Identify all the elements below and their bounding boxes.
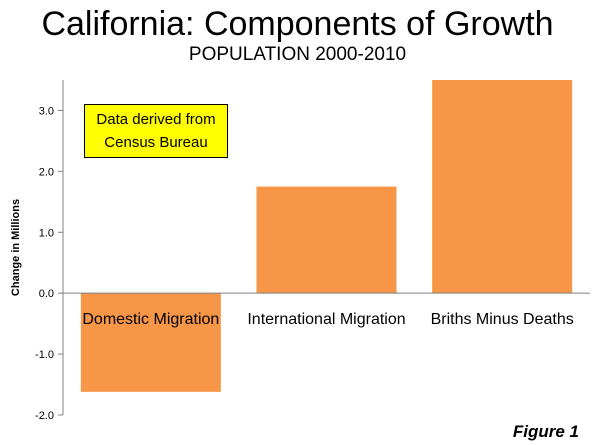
bar-domestic-migration: [80, 293, 221, 392]
y-tick-label: 3.0: [39, 105, 54, 117]
y-tick-label: 1.0: [39, 227, 54, 239]
bars-group: [80, 80, 573, 392]
category-label: Domestic Migration: [82, 311, 219, 328]
y-ticks-group: -2.0 -1.0 0.0 1.0 2.0 3.0: [35, 105, 63, 422]
bar-international-migration: [256, 186, 397, 294]
chart-title: California: Components of Growth: [41, 5, 554, 43]
source-note-line-1: Data derived from: [96, 111, 216, 128]
category-labels-group: Domestic Migration International Migratio…: [82, 311, 573, 328]
figure-label: Figure 1: [512, 422, 579, 441]
y-tick-label: -1.0: [35, 349, 54, 361]
y-axis-label: Change in Millions: [10, 199, 22, 296]
category-label: Briths Minus Deaths: [431, 311, 574, 328]
source-note-box: Data derived from Census Bureau: [84, 104, 228, 158]
y-tick-label: 0.0: [39, 288, 54, 300]
bar-briths-minus-deaths: [432, 80, 573, 294]
source-note-line-2: Census Bureau: [104, 134, 208, 151]
chart-subtitle: POPULATION 2000-2010: [188, 44, 407, 65]
category-label: International Migration: [247, 311, 405, 328]
y-tick-label: -2.0: [35, 410, 54, 422]
y-tick-label: 2.0: [39, 166, 54, 178]
